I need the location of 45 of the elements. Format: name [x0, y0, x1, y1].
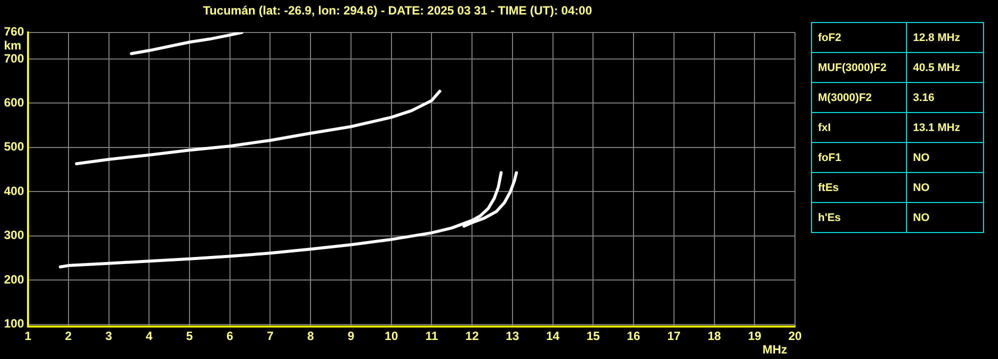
x-tick-label: 12: [465, 329, 480, 344]
text: 3.16: [906, 82, 984, 112]
text: MUF(3000)F2: [812, 52, 906, 82]
y-tick-label: 600: [4, 95, 24, 110]
y-tick-label: 200: [4, 272, 24, 286]
x-tick-label: 9: [348, 329, 355, 344]
x-tick-label: 20: [788, 329, 802, 344]
text: foF2: [812, 22, 906, 52]
text: h'Es: [812, 202, 906, 232]
y-tick-label: 500: [4, 140, 24, 154]
text: ftEs: [812, 172, 906, 202]
y-axis-title: km: [4, 38, 22, 53]
y-tick-label: 300: [4, 228, 24, 242]
x-tick-label: 14: [546, 329, 560, 344]
text: NO: [906, 172, 984, 202]
x-tick-label: 16: [626, 329, 641, 344]
x-axis-title: MHz: [762, 342, 788, 356]
x-tick-label: 8: [307, 329, 314, 344]
y-tick-label: 760: [4, 24, 24, 39]
text: 40.5 MHz: [906, 52, 984, 82]
x-tick-label: 5: [186, 329, 194, 344]
text: fxI: [812, 112, 906, 142]
x-tick-label: 17: [667, 329, 681, 344]
x-tick-label: 7: [266, 329, 274, 344]
y-tick-label: 400: [4, 184, 24, 198]
x-tick-label: 3: [105, 329, 112, 344]
text: 12.8 MHz: [906, 22, 984, 52]
text: NO: [906, 202, 984, 232]
text: 13.1 MHz: [906, 112, 984, 142]
y-tick-label: 700: [4, 51, 24, 66]
x-tick-label: 18: [708, 329, 722, 344]
x-tick-label: 10: [384, 329, 398, 344]
text: foF1: [812, 142, 906, 172]
x-tick-label: 19: [748, 329, 762, 344]
y-tick-label: 100: [4, 316, 24, 331]
chart-title: Tucumán (lat: -26.9, lon: 294.6) - DATE: 2025 03 31 - TIME (UT): 04:00: [203, 4, 592, 18]
text: M(3000)F2: [812, 82, 906, 112]
x-tick-label: 1: [24, 329, 32, 344]
x-tick-label: 11: [425, 329, 438, 344]
x-tick-label: 13: [506, 329, 520, 344]
x-tick-label: 15: [586, 329, 600, 344]
x-tick-label: 4: [146, 329, 153, 344]
x-tick-label: 6: [226, 329, 234, 344]
text: NO: [906, 142, 984, 172]
x-tick-label: 2: [65, 329, 72, 344]
